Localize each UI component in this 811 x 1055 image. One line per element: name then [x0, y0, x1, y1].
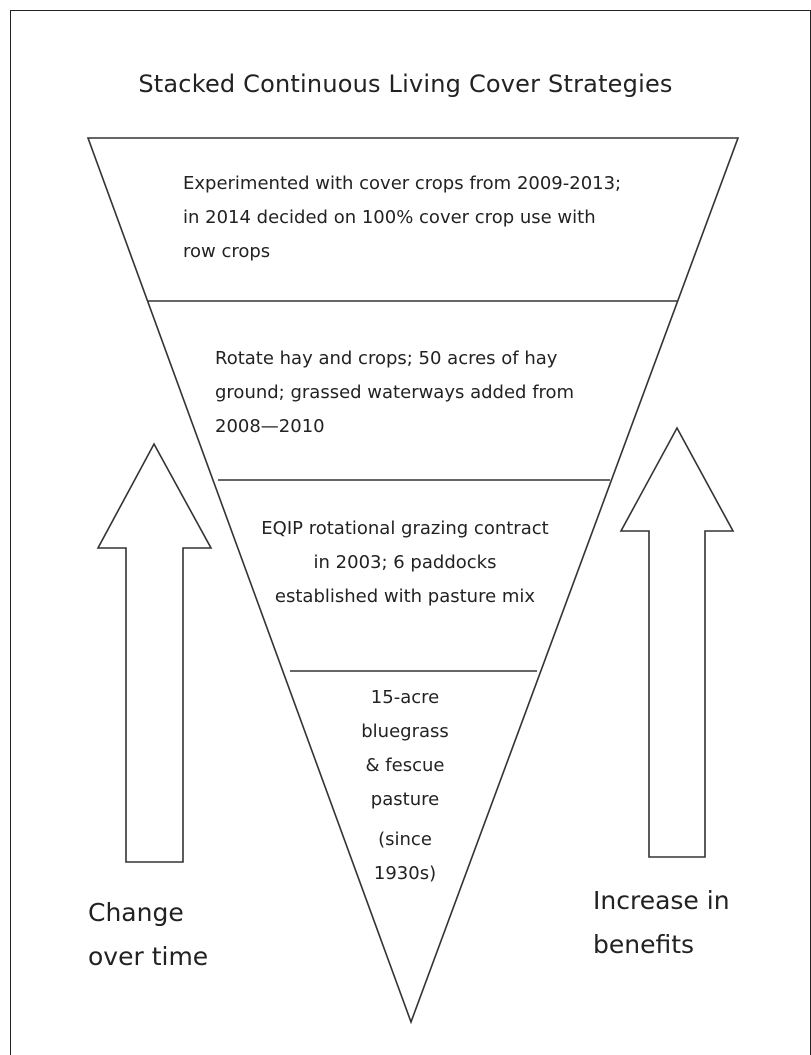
layer-cover-crops-line: in 2014 decided on 100% cover crop use w…: [183, 207, 596, 228]
left-up-arrow: [96, 442, 213, 863]
right-arrow-label: Increase in benefits: [593, 879, 793, 967]
layer-hay-rotation-line: Rotate hay and crops; 50 acres of hay: [215, 348, 558, 369]
layer-hay-rotation-line: 2008—2010: [215, 416, 325, 437]
left-arrow-label: Change over time: [88, 891, 288, 979]
layer-pasture-line: pasture: [370, 789, 440, 810]
layer-pasture-line: 1930s): [373, 863, 437, 884]
left-arrow-label-line: over time: [88, 942, 209, 971]
funnel-triangle: [86, 137, 740, 1025]
layer-hay-rotation-text: Rotate hay and crops; 50 acres of hay gr…: [215, 342, 635, 444]
layer-cover-crops-line: row crops: [183, 241, 271, 262]
layer-pasture-line: & fescue: [365, 755, 445, 776]
layer-cover-crops-line: Experimented with cover crops from 2009-…: [183, 173, 622, 194]
right-arrow-label-line: benefits: [593, 930, 695, 959]
diagram-title: Stacked Continuous Living Cover Strategi…: [138, 70, 673, 98]
layer-pasture-line: (since: [378, 829, 432, 850]
layer-rotational-grazing-line: EQIP rotational grazing contract: [261, 518, 549, 539]
layer-rotational-grazing-line: established with pasture mix: [274, 586, 536, 607]
right-arrow-label-line: Increase in: [593, 886, 730, 915]
layer-hay-rotation-line: ground; grassed waterways added from: [215, 382, 575, 403]
layer-pasture-text: 15-acre bluegrass & fescue pasture (sinc…: [325, 681, 485, 891]
left-arrow-label-line: Change: [88, 898, 184, 927]
right-up-arrow: [619, 426, 735, 858]
layer-cover-crops-text: Experimented with cover crops from 2009-…: [183, 167, 703, 269]
layer-rotational-grazing-line: in 2003; 6 paddocks: [313, 552, 497, 573]
layer-pasture-line: 15-acre: [370, 687, 440, 708]
layer-rotational-grazing-text: EQIP rotational grazing contract in 2003…: [240, 512, 570, 614]
layer-pasture-line: bluegrass: [361, 721, 449, 742]
